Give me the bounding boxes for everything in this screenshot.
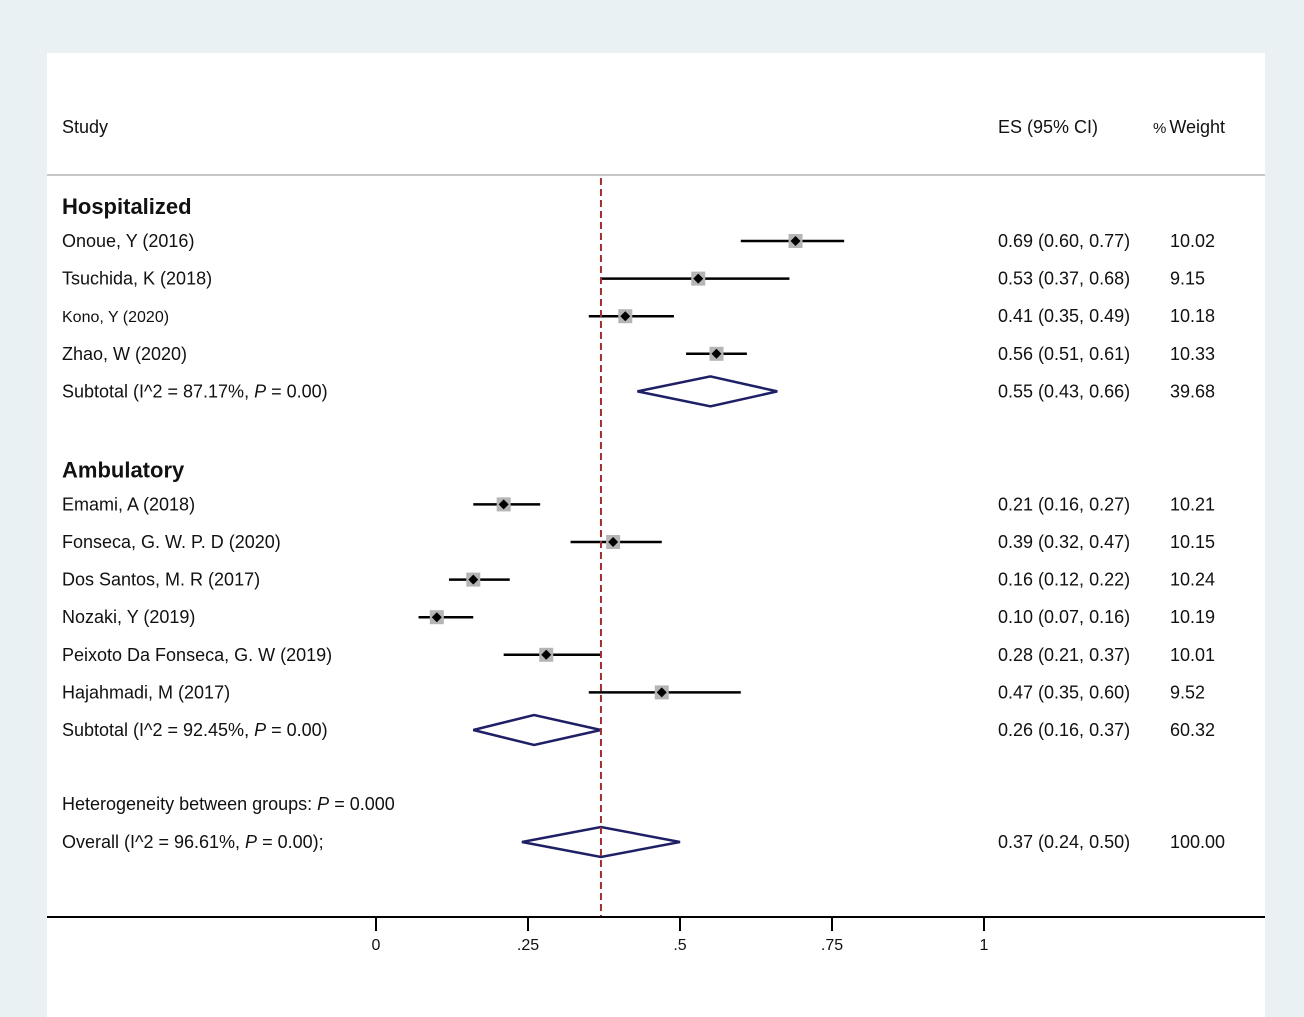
group-heading: Hospitalized [62, 194, 192, 219]
x-tick-label: .25 [517, 937, 539, 954]
subtotal-es-ci: 0.55 (0.43, 0.66) [998, 381, 1130, 401]
study-label: Nozaki, Y (2019) [62, 607, 195, 627]
study-label: Dos Santos, M. R (2017) [62, 570, 260, 590]
study-label: Tsuchida, K (2018) [62, 269, 212, 289]
subtotal-label: Subtotal (I^2 = 92.45%, P = 0.00) [62, 720, 328, 740]
weight-header-pct: % [1153, 120, 1166, 137]
point-estimate-marker [498, 499, 509, 510]
subtotal-label-part: Subtotal (I^2 = 87.17%, [62, 381, 254, 401]
x-tick-label: 1 [980, 937, 989, 954]
study-weight: 10.01 [1170, 645, 1215, 665]
point-estimate-marker [541, 649, 552, 660]
subtotal-weight: 60.32 [1170, 720, 1215, 740]
study-label: Fonseca, G. W. P. D (2020) [62, 532, 281, 552]
subtotal-diamond [637, 375, 778, 408]
overall-es-ci: 0.37 (0.24, 0.50) [998, 832, 1130, 852]
overall-label-part: = 0.00); [257, 832, 324, 852]
study-weight: 9.52 [1170, 682, 1205, 702]
study-es-ci: 0.21 (0.16, 0.27) [998, 494, 1130, 514]
forest-rows: Hospitalized Onoue, Y (2016) 0.69 (0.60, 0… [62, 194, 1225, 859]
study-weight: 10.15 [1170, 532, 1215, 552]
heterogeneity-value: = 0.000 [329, 794, 395, 814]
point-estimate-marker [431, 612, 442, 623]
study-label: Emami, A (2018) [62, 494, 195, 514]
study-weight: 10.18 [1170, 306, 1215, 326]
subtotal-weight: 39.68 [1170, 381, 1215, 401]
study-weight: 10.19 [1170, 607, 1215, 627]
study-weight: 10.02 [1170, 231, 1215, 251]
study-label: Peixoto Da Fonseca, G. W (2019) [62, 645, 332, 665]
subtotal-label-part: = 0.00) [266, 381, 328, 401]
heterogeneity-prefix: Heterogeneity between groups: [62, 794, 317, 814]
overall-label-part: P [245, 832, 257, 852]
overall-label: Overall (I^2 = 96.61%, P = 0.00); [62, 832, 324, 852]
point-estimate-marker [620, 311, 631, 322]
study-header: Study [62, 117, 108, 137]
subtotal-label-part: = 0.00) [266, 720, 328, 740]
study-es-ci: 0.69 (0.60, 0.77) [998, 231, 1130, 251]
point-estimate-marker [608, 537, 619, 547]
group-heading: Ambulatory [62, 457, 185, 482]
subtotal-label-part: P [254, 381, 266, 401]
x-tick-label: .75 [821, 937, 843, 954]
plot-panel [47, 53, 1265, 1017]
point-estimate-marker [693, 273, 704, 284]
subtotal-es-ci: 0.26 (0.16, 0.37) [998, 720, 1130, 740]
heterogeneity-p: P [317, 794, 329, 814]
point-estimate-marker [468, 574, 479, 585]
heterogeneity-label: Heterogeneity between groups: P = 0.000 [62, 794, 395, 814]
es-header: ES (95% CI) [998, 117, 1098, 137]
study-weight: 10.33 [1170, 344, 1215, 364]
overall-weight: 100.00 [1170, 832, 1225, 852]
study-weight: 10.21 [1170, 494, 1215, 514]
study-es-ci: 0.28 (0.21, 0.37) [998, 645, 1130, 665]
subtotal-label-part: P [254, 720, 266, 740]
study-label: Onoue, Y (2016) [62, 231, 194, 251]
study-weight: 10.24 [1170, 570, 1215, 590]
study-es-ci: 0.39 (0.32, 0.47) [998, 532, 1130, 552]
weight-header: % Weight [1153, 117, 1225, 137]
subtotal-label: Subtotal (I^2 = 87.17%, P = 0.00) [62, 381, 328, 401]
study-es-ci: 0.41 (0.35, 0.49) [998, 306, 1130, 326]
study-weight: 9.15 [1170, 269, 1205, 289]
study-label: Kono, Y (2020) [62, 309, 169, 326]
x-axis: 0 .25 .5 .75 1 [47, 178, 1265, 954]
subtotal-label-part: Subtotal (I^2 = 92.45%, [62, 720, 254, 740]
point-estimate-marker [711, 348, 722, 359]
weight-header-word: Weight [1169, 117, 1225, 137]
study-label: Hajahmadi, M (2017) [62, 682, 230, 702]
x-tick-label: .5 [673, 937, 686, 954]
study-label: Zhao, W (2020) [62, 344, 187, 364]
point-estimate-marker [656, 687, 667, 698]
study-es-ci: 0.16 (0.12, 0.22) [998, 570, 1130, 590]
x-tick-label: 0 [372, 937, 381, 954]
study-es-ci: 0.10 (0.07, 0.16) [998, 607, 1130, 627]
study-es-ci: 0.56 (0.51, 0.61) [998, 344, 1130, 364]
study-es-ci: 0.47 (0.35, 0.60) [998, 682, 1130, 702]
point-estimate-marker [790, 236, 801, 246]
study-es-ci: 0.53 (0.37, 0.68) [998, 269, 1130, 289]
overall-label-part: Overall (I^2 = 96.61%, [62, 832, 245, 852]
